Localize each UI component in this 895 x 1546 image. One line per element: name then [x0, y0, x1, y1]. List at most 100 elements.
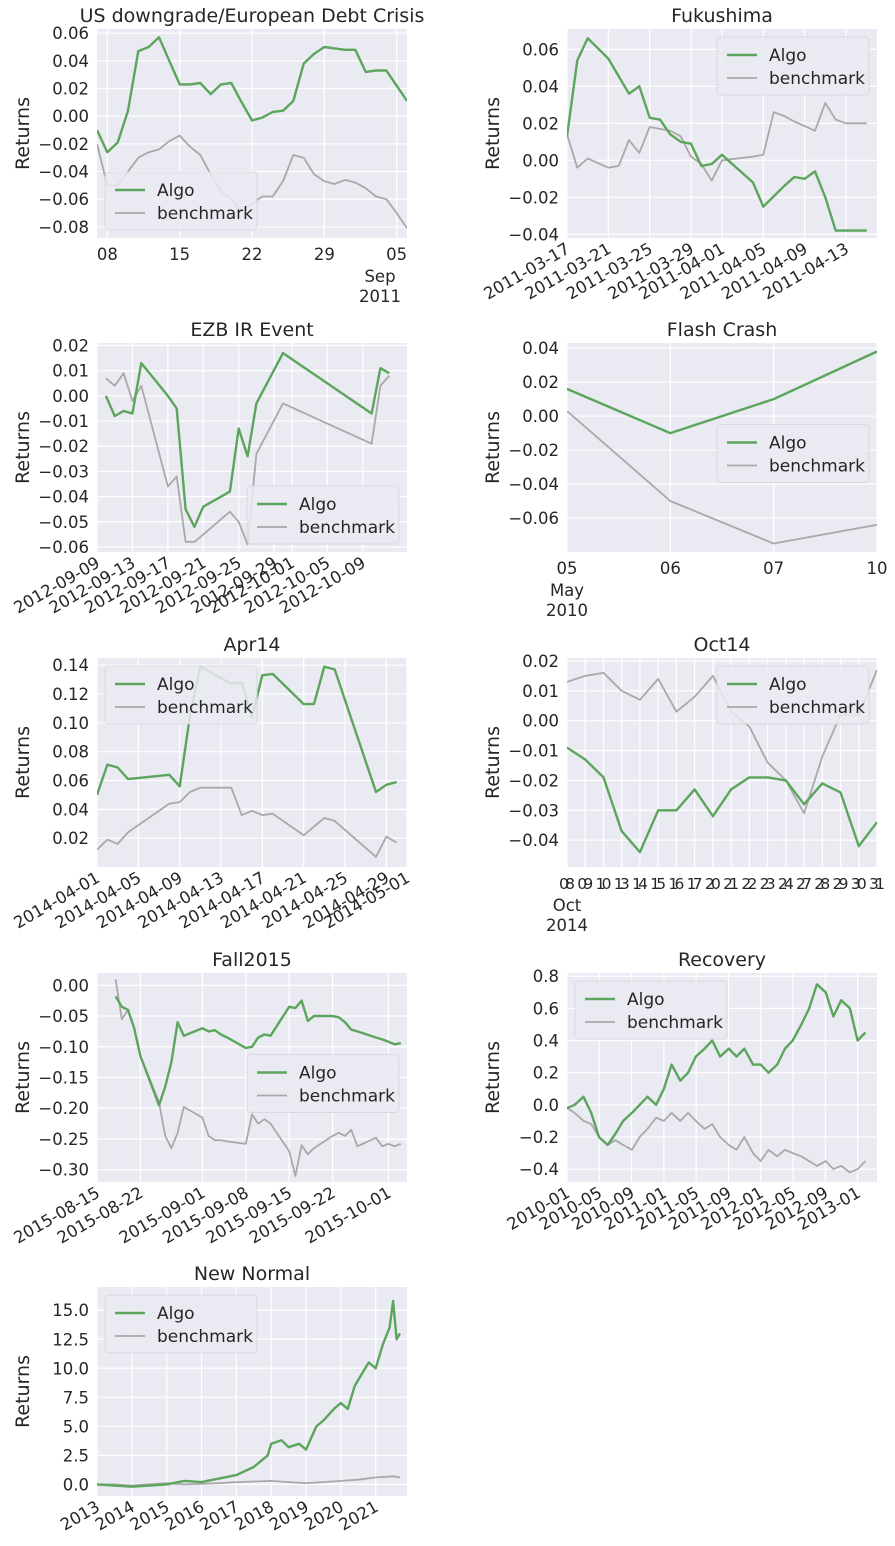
y-tick-label: 0.00: [522, 151, 559, 170]
legend-box: [246, 485, 400, 545]
series-line-algo: [567, 350, 877, 435]
x-sublabel: 2011: [359, 287, 401, 306]
y-tick-label: −0.02: [38, 135, 89, 154]
y-axis-label: Returns: [12, 1355, 34, 1428]
legend: Algo benchmark: [104, 1294, 258, 1354]
x-tick-label: 06: [660, 559, 681, 578]
legend-label: Algo: [769, 675, 807, 695]
x-tick-label: 30: [851, 875, 867, 893]
y-tick-label: 10.0: [52, 1359, 89, 1378]
y-tick-label: −0.08: [38, 218, 89, 237]
y-tick-label: 0.02: [522, 114, 559, 133]
x-tick-label: 16: [668, 875, 684, 893]
x-tick-label: 29: [833, 875, 849, 893]
chart-title: New Normal: [194, 1263, 310, 1285]
series-line-algo: [97, 36, 407, 154]
y-tick-label: 0.04: [52, 52, 89, 71]
y-tick-label: −0.04: [508, 225, 559, 244]
x-tick-label: 09: [577, 875, 593, 893]
chart-oct14: 0.02 0.01 0.00 −0.01 −0.02 −0.03 −0.04 08 09 10 13…: [482, 634, 885, 935]
y-axis-label: Returns: [12, 1041, 34, 1114]
y-tick-label: 0.04: [522, 77, 559, 96]
y-tick-label: 0.02: [52, 80, 89, 99]
y-tick-label: −0.30: [38, 1161, 89, 1180]
series-line-algo: [97, 1299, 402, 1488]
x-tick-label: 07: [763, 559, 784, 578]
legend-label: benchmark: [157, 1327, 253, 1347]
y-axis-label: Returns: [482, 726, 504, 799]
y-tick-label: 0.04: [522, 339, 559, 358]
chart-fall2015: 0.00−0.05−0.10−0.15−0.20−0.25−0.302015-0…: [10, 949, 407, 1247]
legend: Algo benchmark: [104, 171, 258, 231]
legend-box: [246, 1054, 400, 1113]
series-line-algo: [567, 983, 867, 1147]
y-axis-label: Returns: [482, 1041, 504, 1114]
y-tick-label: 0.02: [52, 829, 89, 848]
y-tick-label: 0.01: [522, 682, 559, 701]
y-axis-label: Returns: [12, 726, 34, 799]
legend-label: Algo: [157, 181, 195, 201]
series-line-benchmark: [105, 372, 390, 546]
y-tick-label: −0.02: [508, 188, 559, 207]
y-tick-label: 0.4: [533, 1032, 559, 1051]
x-tick-label: 23: [760, 875, 776, 893]
series-line-benchmark: [567, 410, 877, 545]
y-tick-label: −0.01: [508, 742, 559, 761]
legend-label: benchmark: [157, 698, 253, 718]
y-tick-label: 0.02: [522, 373, 559, 392]
legend-label: Algo: [627, 990, 665, 1010]
legend: Algo benchmark: [574, 980, 728, 1040]
y-tick-label: −0.15: [38, 1069, 89, 1088]
y-tick-label: 0.04: [52, 800, 89, 819]
y-tick-label: 0.6: [533, 999, 559, 1018]
legend: Algo benchmark: [716, 424, 870, 483]
chart-title: Apr14: [223, 634, 280, 656]
y-axis-label: Returns: [12, 97, 34, 170]
series-line-algo: [567, 746, 877, 854]
legend: Algo benchmark: [716, 36, 870, 96]
chart-title: Oct14: [693, 634, 750, 656]
chart-new-normal: 15.012.510.07.55.02.50.02013201420152016…: [12, 1263, 407, 1534]
legend-label: Algo: [769, 46, 807, 66]
y-tick-label: −0.4: [519, 1160, 559, 1179]
chart-us-downgrade: 0.06 0.04 0.02 0.00 −0.02 −0.04 −0.06 −0.08 08 15…: [12, 5, 424, 306]
y-tick-label: −0.10: [38, 1038, 89, 1057]
y-tick-label: 0.06: [52, 772, 89, 791]
chart-apr14: 0.140.120.100.080.060.040.022014-04-0120…: [10, 634, 413, 932]
y-tick-label: −0.2: [519, 1128, 559, 1147]
x-tick-label: 13: [614, 875, 630, 893]
gridlines: [96, 1287, 407, 1496]
x-tick-label: 20: [705, 875, 721, 893]
chart-title: Fukushima: [671, 5, 773, 27]
x-sublabel: Oct: [553, 896, 582, 915]
y-tick-label: 0.00: [52, 387, 89, 406]
x-tick-label: 29: [314, 245, 335, 264]
x-tick-label: 10: [867, 559, 888, 578]
y-tick-label: 0.2: [533, 1064, 559, 1083]
legend-box: [104, 1294, 258, 1354]
y-tick-label: −0.01: [38, 412, 89, 431]
y-tick-label: 0.06: [522, 40, 559, 59]
y-tick-label: −0.04: [38, 488, 89, 507]
legend: Algo benchmark: [246, 1054, 400, 1113]
y-tick-label: −0.02: [508, 441, 559, 460]
y-tick-label: 0.00: [522, 712, 559, 731]
y-tick-label: 0.02: [52, 337, 89, 356]
chart-recovery: 0.80.60.40.20.0−0.2−0.42010-012010-05201…: [482, 949, 877, 1234]
legend-label: benchmark: [157, 204, 253, 224]
legend-box: [716, 36, 870, 96]
legend-label: benchmark: [627, 1013, 723, 1033]
y-tick-label: −0.03: [508, 801, 559, 820]
x-tick-label: 28: [814, 875, 830, 893]
y-tick-label: 5.0: [63, 1417, 89, 1436]
y-tick-label: 0.06: [52, 24, 89, 43]
x-tick-label: 08: [97, 245, 118, 264]
x-tick-label: 05: [557, 559, 578, 578]
series-line-benchmark: [567, 1107, 867, 1174]
x-sublabel: May: [550, 581, 584, 600]
legend-box: [104, 171, 258, 231]
y-tick-label: 0.0: [63, 1475, 89, 1494]
legend-box: [104, 665, 258, 725]
x-tick-label: 27: [796, 875, 812, 893]
